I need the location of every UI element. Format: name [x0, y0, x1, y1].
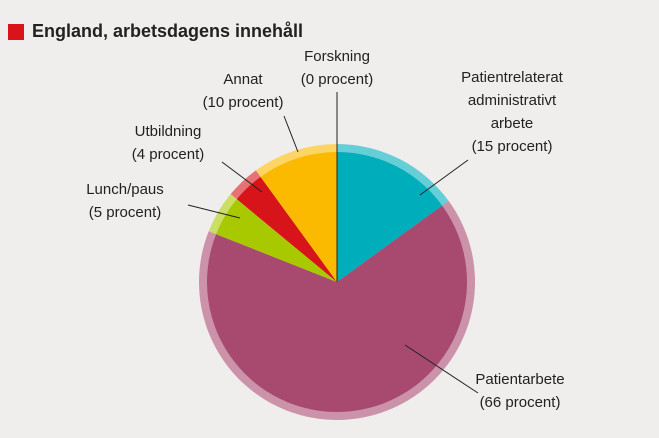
label-line: Lunch/paus	[86, 181, 164, 198]
leader-line	[419, 159, 469, 196]
label-line: Annat	[223, 71, 263, 88]
slice	[260, 152, 337, 282]
slice-label: Annat	[223, 71, 263, 88]
slice	[216, 199, 337, 282]
label-line: Utbildning	[135, 123, 202, 140]
value-label: (0 procent)	[301, 71, 374, 88]
leader-line	[221, 161, 263, 193]
slice-label: Utbildning	[135, 123, 202, 140]
slice	[337, 152, 443, 282]
slice-label: Forskning	[304, 48, 370, 65]
value-label: (66 procent)	[480, 394, 561, 411]
value-label: (5 procent)	[89, 204, 162, 221]
leader-line	[283, 115, 299, 153]
slice-label: Lunch/paus	[86, 181, 164, 198]
slice	[236, 176, 337, 282]
value-label: (4 procent)	[132, 146, 205, 163]
value-label: (10 procent)	[203, 94, 284, 111]
chart-title: England, arbetsdagens innehåll	[32, 21, 303, 41]
slice	[207, 205, 467, 412]
label-line: Patientrelaterat	[461, 69, 564, 86]
slice-label: Patientarbete	[475, 371, 564, 388]
label-line: arbete	[491, 115, 534, 132]
label-line: administrativt	[468, 92, 557, 109]
label-line: Forskning	[304, 48, 370, 65]
label-line: Patientarbete	[475, 371, 564, 388]
leader-line	[187, 204, 241, 219]
value-label: (15 procent)	[472, 138, 553, 155]
slice-label: Patientrelaterat administrativt arbete	[461, 69, 564, 132]
leader-line	[404, 344, 479, 394]
title-marker	[8, 24, 24, 40]
